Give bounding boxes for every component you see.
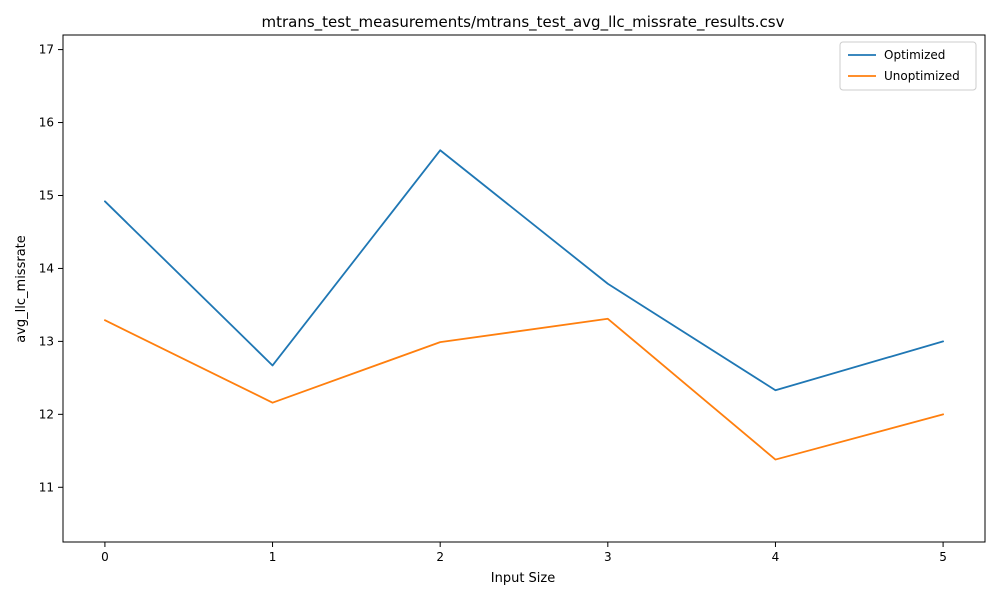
legend: Optimized Unoptimized bbox=[839, 41, 977, 91]
y-tick-label: 13 bbox=[39, 334, 54, 348]
x-tick-label: 4 bbox=[772, 550, 780, 564]
series-lines bbox=[104, 149, 944, 461]
chart-title: mtrans_test_measurements/mtrans_test_avg… bbox=[262, 13, 785, 32]
optimized-series-line bbox=[104, 149, 944, 392]
x-axis-label: Input Size bbox=[491, 571, 555, 586]
x-tick-label: 3 bbox=[604, 550, 612, 564]
y-tick-label: 15 bbox=[39, 188, 54, 202]
y-axis: 11 12 13 14 15 16 17 bbox=[39, 43, 63, 494]
y-tick-label: 16 bbox=[39, 116, 54, 130]
y-tick-label: 12 bbox=[39, 407, 54, 421]
plot-frame bbox=[62, 34, 986, 543]
x-tick-label: 1 bbox=[269, 550, 277, 564]
unoptimized-series-line bbox=[104, 317, 944, 461]
x-tick-label: 0 bbox=[101, 550, 109, 564]
legend-box bbox=[839, 41, 977, 91]
y-tick-label: 11 bbox=[39, 480, 54, 494]
y-axis-label: avg_llc_missrate bbox=[14, 235, 29, 343]
x-tick-label: 5 bbox=[939, 550, 947, 564]
x-tick-label: 2 bbox=[436, 550, 444, 564]
optimized-legend-label: Optimized bbox=[884, 48, 945, 62]
unoptimized-legend-label: Unoptimized bbox=[884, 69, 960, 83]
y-tick-label: 17 bbox=[39, 43, 54, 57]
y-tick-label: 14 bbox=[39, 261, 54, 275]
x-axis: 0 1 2 3 4 5 bbox=[101, 542, 947, 564]
